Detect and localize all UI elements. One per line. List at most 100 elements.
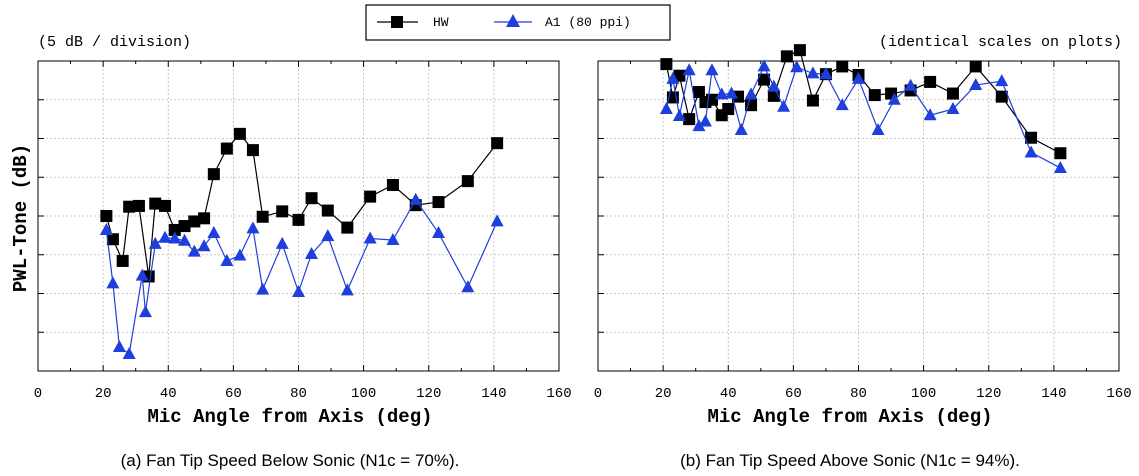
data-point-triangle [187,244,201,257]
scale-note: (5 dB / division) [38,34,191,51]
data-point-triangle [305,246,319,259]
data-point-square [220,142,233,155]
data-point-square [168,223,181,236]
plot-right: 0 20 40 60 80 100 120 140 160 [594,44,1132,402]
x-tick-label: 60 [225,386,242,402]
data-point-square [207,168,220,181]
data-point-triangle [995,74,1009,87]
data-point-triangle [490,214,504,227]
data-point-triangle [122,346,136,359]
data-point-triangle [835,98,849,111]
data-point-square [188,215,201,228]
data-point-triangle [777,99,791,112]
data-point-square [116,254,129,267]
data-point-square [745,99,758,112]
x-tick-label: 40 [160,386,177,402]
data-point-triangle [682,63,696,76]
data-point-triangle [767,79,781,92]
data-point-square [100,210,113,222]
data-point-triangle [725,86,739,99]
y-axis-label: PWL-Tone (dB) [10,144,32,292]
data-point-square [341,221,354,234]
data-point-triangle [819,67,833,80]
data-point-square [806,94,819,107]
data-point-triangle [246,221,260,234]
data-point-square [178,220,191,233]
data-point-triangle [275,236,289,249]
data-point-square [868,89,881,102]
series-line [105,198,498,355]
data-point-triangle [946,102,960,115]
data-point-triangle [757,59,771,72]
data-point-square [233,127,246,140]
data-point-square [123,200,136,213]
caption-right: (b) Fan Tip Speed Above Sonic (N1c = 94%… [680,451,1020,470]
data-point-triangle [363,231,377,244]
data-point-square [1025,131,1038,144]
x-tick-label: 120 [416,386,441,402]
data-point-triangle [666,71,680,84]
data-point-triangle [744,87,758,100]
data-point-triangle [321,229,335,242]
data-point-triangle [207,226,221,239]
data-point-square [491,137,504,150]
data-point-triangle [705,63,719,76]
x-tick-label: 140 [1041,386,1066,402]
data-point-square [836,60,849,73]
data-point-triangle [99,222,113,235]
data-point-square [106,233,119,246]
data-point-square [683,113,696,126]
data-point-triangle [106,276,120,289]
x-tick-label: 140 [481,386,506,402]
plot-left: 0 20 40 60 80 100 120 140 160 [34,60,572,402]
data-point-square [432,196,445,209]
x-tick-label: 20 [655,386,672,402]
data-point-triangle [135,268,149,281]
data-point-square [321,204,334,217]
x-tick-label: 160 [1106,386,1131,402]
data-point-triangle [659,102,673,115]
data-point-triangle [692,119,706,132]
data-point-square [660,58,673,71]
legend-hw-label: HW [433,15,449,30]
x-tick-label: 80 [290,386,307,402]
data-point-square [758,73,771,86]
data-point-square [1054,147,1067,160]
legend-a1-marker [506,14,520,27]
data-point-triangle [220,253,234,266]
data-point-triangle [672,109,686,122]
data-point-square [364,190,377,203]
data-point-square [292,213,305,226]
x-tick-label: 60 [785,386,802,402]
data-point-square [246,144,259,157]
data-point-triangle [969,78,983,91]
x-tick-label: 100 [351,386,376,402]
data-point-triangle [340,283,354,296]
data-point-triangle [734,122,748,135]
data-point-triangle [409,192,423,205]
series-line [105,132,498,277]
data-point-square [946,87,959,100]
data-point-square [149,197,162,210]
data-point-triangle [871,122,885,135]
data-point-triangle [158,230,172,243]
data-point-square [924,75,937,88]
legend: HW A1 (80 ppi) [365,4,671,41]
x-axis-label-right: Mic Angle from Axis (deg) [707,406,992,428]
data-point-square [692,86,705,98]
data-point-square [386,179,399,191]
data-point-triangle [1024,145,1038,158]
data-point-square [995,90,1008,103]
x-tick-label: 100 [911,386,936,402]
data-point-triangle [806,66,820,79]
x-tick-label: 0 [34,386,42,402]
caption-left: (a) Fan Tip Speed Below Sonic (N1c = 70%… [121,451,460,470]
legend-a1-label: A1 (80 ppi) [545,15,631,30]
data-point-triangle [112,339,126,352]
data-point-square [276,205,289,218]
x-tick-label: 160 [546,386,571,402]
x-tick-label: 20 [95,386,112,402]
scale-note-right: (identical scales on plots) [879,34,1122,51]
data-point-square [305,192,318,205]
data-point-triangle [887,92,901,105]
